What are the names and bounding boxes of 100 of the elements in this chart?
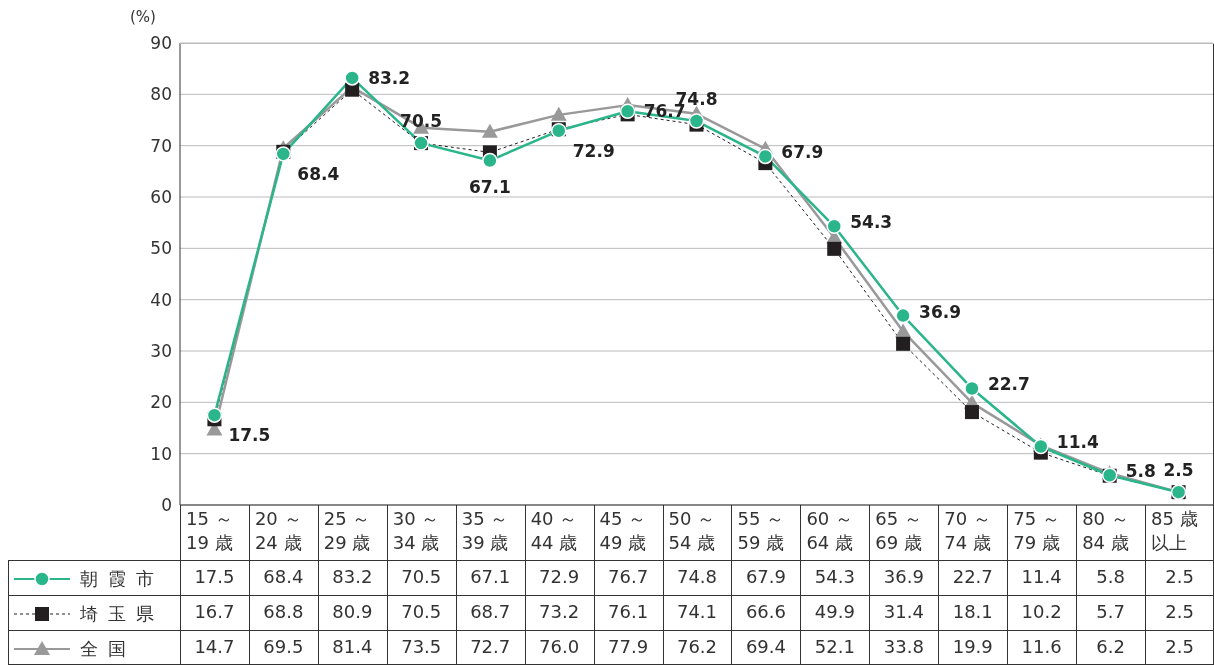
x-tick-label: 45 ～ 49 歳 xyxy=(599,507,648,555)
data-label: 74.8 xyxy=(675,566,719,587)
x-tick-label: 80 ～ 84 歳 xyxy=(1082,507,1130,555)
data-label: 5.7 xyxy=(1095,601,1126,622)
data-label: 70.5 xyxy=(400,601,443,622)
point xyxy=(964,380,980,397)
data-label: 52.1 xyxy=(813,636,856,657)
data-label: 67.1 xyxy=(469,566,512,587)
data-label: 68.7 xyxy=(469,601,512,622)
x-tick-label: 30 ～ 34 歳 xyxy=(392,507,441,555)
data-label: 73.2 xyxy=(538,601,581,622)
point xyxy=(206,407,223,423)
data-label: 5.8 xyxy=(1095,566,1126,587)
text: 22.7 xyxy=(987,374,1030,395)
data-label: 22.7 xyxy=(951,566,994,587)
y-axis-title: (%) xyxy=(130,8,156,26)
data-label: 2.5 xyxy=(1164,601,1195,622)
legend-label: 埼玉県 xyxy=(80,602,164,626)
data-label: 2.5 xyxy=(1164,566,1195,587)
x-tick-label: 60 ～ 64 歳 xyxy=(806,507,855,555)
x-tick-label: 40 ～ 44 歳 xyxy=(530,507,579,555)
point xyxy=(481,123,498,138)
text: 17.5 xyxy=(228,425,271,446)
data-label: 83.2 xyxy=(331,566,374,587)
data-label: 14.7 xyxy=(193,636,236,657)
y-tick-label: 10 xyxy=(150,443,172,464)
data-label: 76.1 xyxy=(607,601,650,622)
text: 70.5 xyxy=(400,111,443,132)
text: 2.5 xyxy=(1163,460,1194,481)
x-tick-label: 65 ～ 69 歳 xyxy=(875,507,923,555)
data-label: 72.7 xyxy=(469,636,512,657)
y-tick-label: 80 xyxy=(150,84,172,105)
data-label: 80.9 xyxy=(331,601,374,622)
data-label: 49.9 xyxy=(813,601,856,622)
text: 72.9 xyxy=(572,140,615,161)
y-tick-label: 70 xyxy=(150,135,172,156)
y-tick-label: 0 xyxy=(161,495,172,516)
data-label: 77.9 xyxy=(607,636,650,657)
x-tick-label: 55 ～ 59 歳 xyxy=(737,507,786,555)
data-label: 6.2 xyxy=(1095,636,1126,657)
point xyxy=(344,70,360,86)
data-label: 68.4 xyxy=(262,566,305,587)
text: 83.2 xyxy=(368,67,411,88)
text: 5.8 xyxy=(1125,461,1156,482)
y-tick-label: 90 xyxy=(150,33,172,54)
point xyxy=(619,103,636,120)
text: 67.9 xyxy=(781,142,824,163)
point xyxy=(896,336,911,351)
point xyxy=(826,218,842,235)
x-tick-label: 70 ～ 74 歳 xyxy=(944,507,992,555)
y-tick-label: 50 xyxy=(150,238,172,259)
x-tick-label: 85 歳以上 xyxy=(1151,507,1199,555)
data-label: 76.2 xyxy=(675,636,719,657)
data-label: 73.5 xyxy=(400,636,443,657)
x-tick-label: 15 ～ 19 歳 xyxy=(186,507,234,555)
data-label: 70.5 xyxy=(400,566,443,587)
y-tick-label: 40 xyxy=(150,289,172,310)
data-label: 69.5 xyxy=(262,636,305,657)
data-label: 67.9 xyxy=(744,566,787,587)
x-tick-label: 35 ～ 39 歳 xyxy=(461,507,510,555)
data-label: 69.4 xyxy=(744,636,787,657)
y-tick-label: 30 xyxy=(150,341,172,362)
data-label: 66.6 xyxy=(744,601,787,622)
data-label: 31.4 xyxy=(882,601,925,622)
point xyxy=(827,241,842,256)
point xyxy=(757,148,774,165)
legend-label: 全国 xyxy=(80,637,136,661)
data-label: 33.8 xyxy=(882,636,925,657)
point xyxy=(895,307,911,324)
data-label: 74.1 xyxy=(675,601,719,622)
data-label: 10.2 xyxy=(1020,601,1063,622)
point xyxy=(964,405,979,420)
legend-label: 朝霞市 xyxy=(80,567,164,591)
data-label: 17.5 xyxy=(193,566,236,587)
point xyxy=(482,152,498,169)
data-label: 11.4 xyxy=(1020,566,1063,587)
text: 11.4 xyxy=(1056,432,1099,453)
data-label: 36.9 xyxy=(882,566,925,587)
data-label: 76.0 xyxy=(538,636,581,657)
y-tick-label: 60 xyxy=(150,187,172,208)
data-label: 16.7 xyxy=(193,601,236,622)
data-label: 72.9 xyxy=(538,566,581,587)
data-label: 19.9 xyxy=(951,636,994,657)
point xyxy=(550,106,567,121)
x-tick-label: 20 ～ 24 歳 xyxy=(254,507,303,555)
data-label: 68.8 xyxy=(262,601,305,622)
data-label: 2.5 xyxy=(1164,636,1195,657)
data-label: 11.6 xyxy=(1020,636,1063,657)
data-label: 81.4 xyxy=(331,636,374,657)
text: 68.4 xyxy=(297,163,340,184)
text: 67.1 xyxy=(468,176,511,197)
point xyxy=(688,113,705,129)
y-tick-label: 20 xyxy=(150,392,172,413)
point xyxy=(895,323,912,338)
text: 54.3 xyxy=(850,212,893,233)
x-tick-label: 50 ～ 54 歳 xyxy=(668,507,717,555)
x-tick-label: 25 ～ 29 歳 xyxy=(323,507,372,555)
x-tick-label: 75 ～ 79 歳 xyxy=(1013,507,1061,555)
data-label: 54.3 xyxy=(813,566,856,587)
data-label: 76.7 xyxy=(607,566,650,587)
